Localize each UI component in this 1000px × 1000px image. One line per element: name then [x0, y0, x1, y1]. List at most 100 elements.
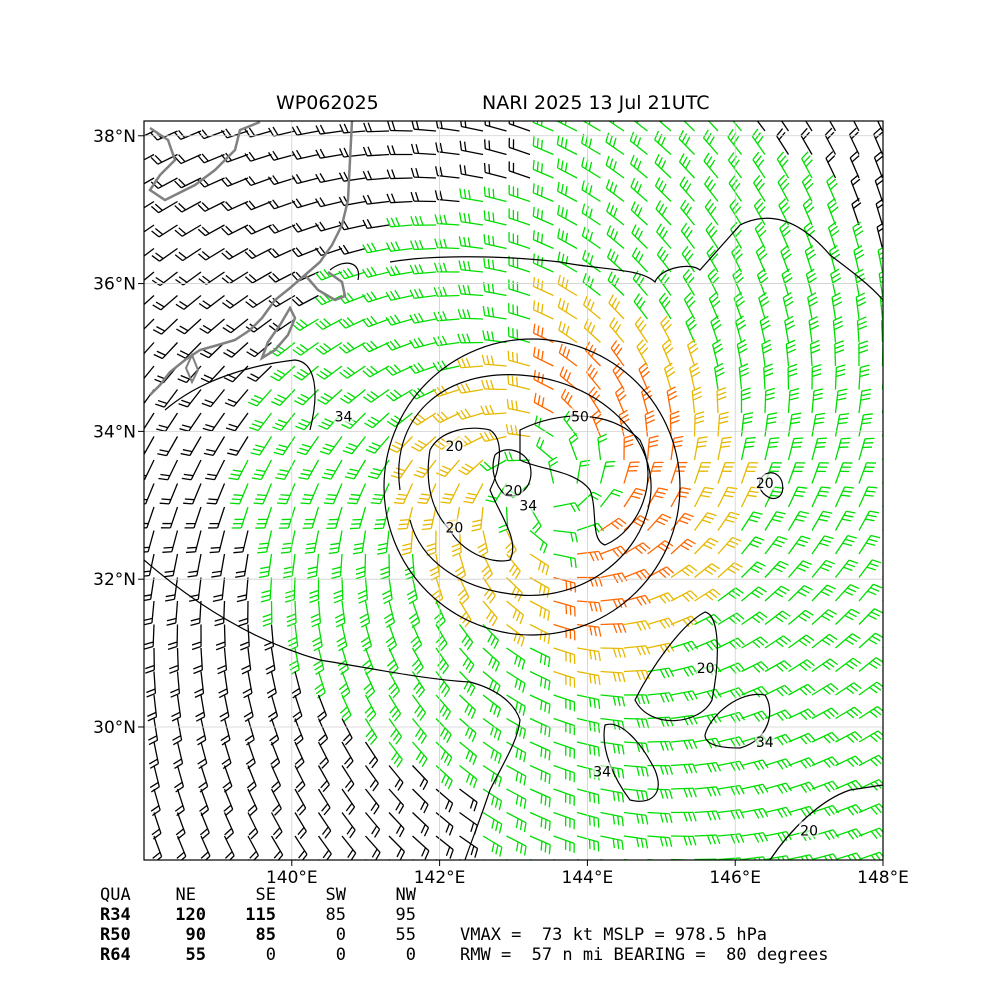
wind-barb — [647, 788, 673, 800]
wind-barb — [195, 694, 206, 722]
wind-barb — [557, 297, 578, 320]
wind-barb — [482, 624, 500, 649]
wind-barb — [678, 130, 695, 155]
wind-barb — [314, 221, 343, 232]
wind-barb — [877, 121, 883, 132]
wind-barb — [529, 600, 551, 621]
wind-barb — [245, 294, 272, 309]
wind-barb — [597, 433, 608, 461]
wind-barb — [670, 564, 698, 579]
wind-barb — [600, 811, 624, 827]
wind-barb — [777, 174, 790, 202]
wind-barb — [850, 174, 861, 202]
wind-barb — [158, 459, 179, 481]
wind-barb — [459, 164, 484, 179]
wind-barb — [156, 412, 179, 433]
wind-barb — [268, 271, 296, 283]
wind-barb — [858, 851, 883, 860]
wind-barb — [361, 315, 390, 328]
wind-barb — [295, 412, 319, 431]
wind-barb — [741, 856, 766, 860]
wind-barb — [338, 244, 366, 255]
wind-barb — [717, 411, 729, 437]
wind-barb — [323, 483, 343, 505]
wind-barb — [858, 754, 883, 767]
wind-barb — [630, 178, 648, 202]
contour-label-bg — [503, 481, 524, 498]
wind-barb — [275, 459, 296, 481]
wind-barb — [291, 222, 319, 233]
wind-barb — [144, 365, 155, 380]
wind-barb — [482, 858, 486, 860]
wind-barb — [339, 694, 352, 722]
wind-barb — [558, 343, 578, 367]
wind-barb — [858, 437, 875, 461]
wind-barb — [365, 812, 381, 838]
wind-barb — [506, 647, 526, 670]
wind-barb — [484, 121, 507, 132]
wind-barb — [553, 764, 575, 783]
contour-label-bg — [695, 658, 716, 675]
wind-barb — [385, 241, 413, 252]
wind-barb — [717, 809, 745, 820]
wind-barb — [197, 129, 225, 140]
wind-barb — [175, 271, 202, 286]
wind-barb — [435, 459, 460, 478]
wind-barb — [253, 483, 273, 505]
wind-barb — [434, 166, 460, 179]
wind-barb — [623, 568, 652, 581]
table-row-label: R50 — [100, 925, 131, 945]
wind-barb — [764, 535, 788, 555]
wind-barb — [835, 852, 863, 860]
wind-barb — [144, 153, 155, 161]
wind-barb — [176, 342, 202, 359]
wind-barb — [151, 812, 162, 840]
wind-barb — [683, 292, 696, 320]
wind-barb — [717, 612, 745, 626]
wind-barb — [788, 659, 815, 673]
wind-barb — [365, 835, 381, 860]
wind-barb — [740, 387, 751, 414]
wind-barb — [267, 223, 296, 234]
wind-barb — [693, 461, 712, 484]
wind-barb — [623, 741, 650, 753]
wind-barb — [338, 317, 366, 329]
storm-id-title: WP062025 — [276, 92, 379, 114]
wind-barb — [557, 205, 578, 226]
wind-barb — [170, 671, 181, 698]
wind-barb — [691, 386, 703, 414]
wind-barb — [614, 385, 627, 414]
wind-barb — [536, 436, 554, 461]
wind-barb — [735, 315, 747, 343]
wind-barb — [388, 812, 405, 838]
wind-barb — [315, 148, 343, 159]
wind-barb — [315, 197, 343, 208]
wind-barb — [670, 858, 694, 860]
wind-barb — [756, 121, 766, 132]
wind-barb — [606, 202, 625, 226]
contour-label-bg — [754, 474, 775, 491]
longitude-tick-label: 142°E — [414, 868, 466, 888]
wind-barb — [741, 586, 767, 602]
wind-barb — [459, 718, 477, 743]
wind-barb — [483, 234, 507, 250]
wind-barb — [479, 430, 507, 443]
wind-barb — [459, 694, 477, 720]
wind-barb — [435, 811, 454, 836]
wind-barb — [483, 210, 507, 226]
wind-barb — [388, 671, 401, 699]
wind-barb — [409, 312, 437, 324]
wind-barb — [157, 436, 179, 457]
wind-barb — [881, 575, 883, 578]
wind-barb — [670, 665, 698, 677]
wind-barb — [731, 245, 743, 273]
wind-barb — [144, 224, 155, 233]
wind-barb — [556, 158, 578, 179]
wind-barb — [858, 608, 883, 625]
wind-barb — [670, 538, 696, 555]
wind-barb — [409, 288, 437, 300]
wind-barb — [190, 600, 202, 627]
wind-barb — [717, 536, 742, 555]
wind-barb — [233, 530, 249, 554]
wind-barb — [506, 694, 526, 716]
